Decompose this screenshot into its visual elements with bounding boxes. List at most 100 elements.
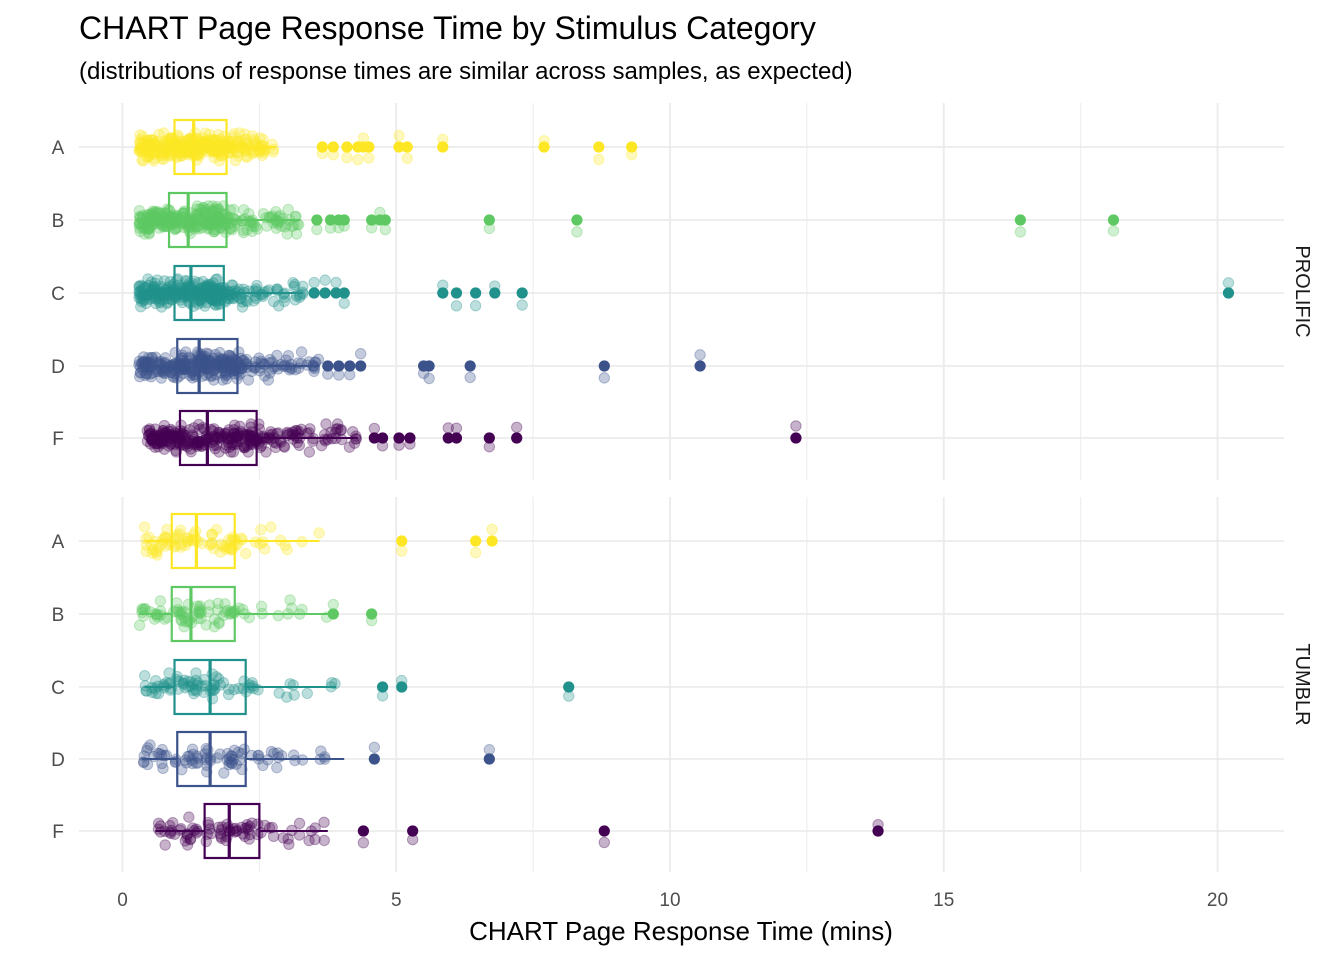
outlier-point [483, 753, 495, 765]
jitter-point [198, 135, 211, 148]
jitter-point [215, 430, 227, 443]
jitter-point [181, 535, 194, 547]
jitter-point [191, 200, 204, 212]
jitter-point [211, 273, 223, 285]
jitter-point [198, 210, 211, 223]
jitter-point [209, 143, 222, 155]
jitter-point [136, 154, 148, 166]
jitter-point [170, 212, 183, 225]
jitter-point [181, 839, 194, 851]
points-layer [133, 127, 1235, 851]
outlier-point [338, 214, 350, 226]
jitter-point [193, 607, 205, 619]
jitter-point [251, 223, 264, 235]
jitter-point [207, 137, 219, 150]
jitter-point [149, 441, 161, 453]
jitter-point [224, 756, 236, 768]
jitter-point [237, 137, 250, 149]
x-axis-title: CHART Page Response Time (mins) [469, 916, 893, 946]
jitter-point [261, 285, 273, 298]
jitter-point [315, 745, 327, 757]
jitter-point [215, 538, 227, 550]
jitter-point [146, 207, 159, 219]
jitter-point [182, 532, 194, 544]
jitter-point [336, 433, 348, 446]
jitter-point [223, 349, 236, 362]
jitter-point [269, 441, 282, 454]
jitter-point [142, 742, 154, 754]
jitter-point [156, 294, 169, 306]
jitter-point [142, 279, 155, 292]
jitter-point [161, 297, 173, 310]
jitter-point [221, 754, 234, 766]
jitter-point [202, 286, 214, 298]
jitter-point [218, 358, 230, 370]
jitter-point [259, 358, 271, 371]
jitter-point [260, 433, 272, 445]
jitter-point [208, 620, 221, 633]
y-tick-label: B [52, 605, 65, 626]
jitter-point [203, 133, 215, 146]
jitter-point [210, 359, 222, 372]
jitter-point [246, 130, 259, 142]
jitter-point [212, 597, 224, 610]
jitter-point [270, 222, 283, 234]
jitter-point [188, 687, 200, 700]
jitter-point [280, 218, 293, 230]
jitter-point [318, 433, 331, 445]
jitter-point [226, 750, 238, 762]
jitter-point [140, 685, 153, 697]
jitter-point [251, 279, 263, 292]
jitter-point [598, 836, 610, 849]
jitter-point [280, 354, 292, 366]
jitter-point [272, 300, 285, 312]
jitter-point [219, 219, 231, 231]
jitter-point [221, 369, 233, 381]
jitter-point [224, 288, 237, 301]
jitter-point [213, 352, 225, 364]
jitter-point [165, 366, 177, 379]
jitter-point [190, 208, 202, 220]
jitter-point [146, 547, 159, 559]
jitter-point [264, 433, 277, 446]
jitter-point [194, 600, 206, 612]
jitter-point [142, 273, 154, 285]
jitter-point [180, 140, 192, 153]
jitter-point [220, 354, 233, 366]
jitter-point [178, 287, 191, 300]
jitter-point [229, 154, 242, 167]
jitter-point [165, 438, 177, 451]
jitter-point [277, 832, 289, 844]
jitter-point [137, 351, 150, 363]
jitter-point [213, 426, 225, 439]
jitter-point [219, 598, 231, 610]
jitter-point [247, 437, 259, 449]
jitter-point [153, 207, 165, 219]
jitter-point [204, 288, 216, 300]
jitter-point [230, 758, 242, 771]
jitter-point [146, 351, 158, 364]
jitter-point [204, 539, 216, 551]
jitter-point [175, 291, 187, 304]
jitter-point [228, 744, 241, 757]
jitter-point [140, 367, 153, 380]
jitter-point [196, 143, 208, 155]
jitter-point [172, 683, 184, 695]
outlier-point [1222, 287, 1235, 299]
jitter-point [133, 204, 146, 217]
jitter-point [304, 423, 316, 435]
box-layer [138, 118, 358, 860]
jitter-point [235, 425, 247, 438]
jitter-point [142, 140, 154, 152]
jitter-point [216, 281, 229, 294]
jitter-point [196, 537, 208, 550]
jitter-point [213, 215, 226, 227]
jitter-point [160, 749, 173, 761]
jitter-point [301, 687, 313, 700]
jitter-point [200, 352, 213, 365]
jitter-point [183, 750, 196, 762]
jitter-point [141, 134, 153, 147]
jitter-point [308, 276, 320, 289]
jitter-point [254, 441, 267, 454]
jitter-point [206, 284, 218, 297]
